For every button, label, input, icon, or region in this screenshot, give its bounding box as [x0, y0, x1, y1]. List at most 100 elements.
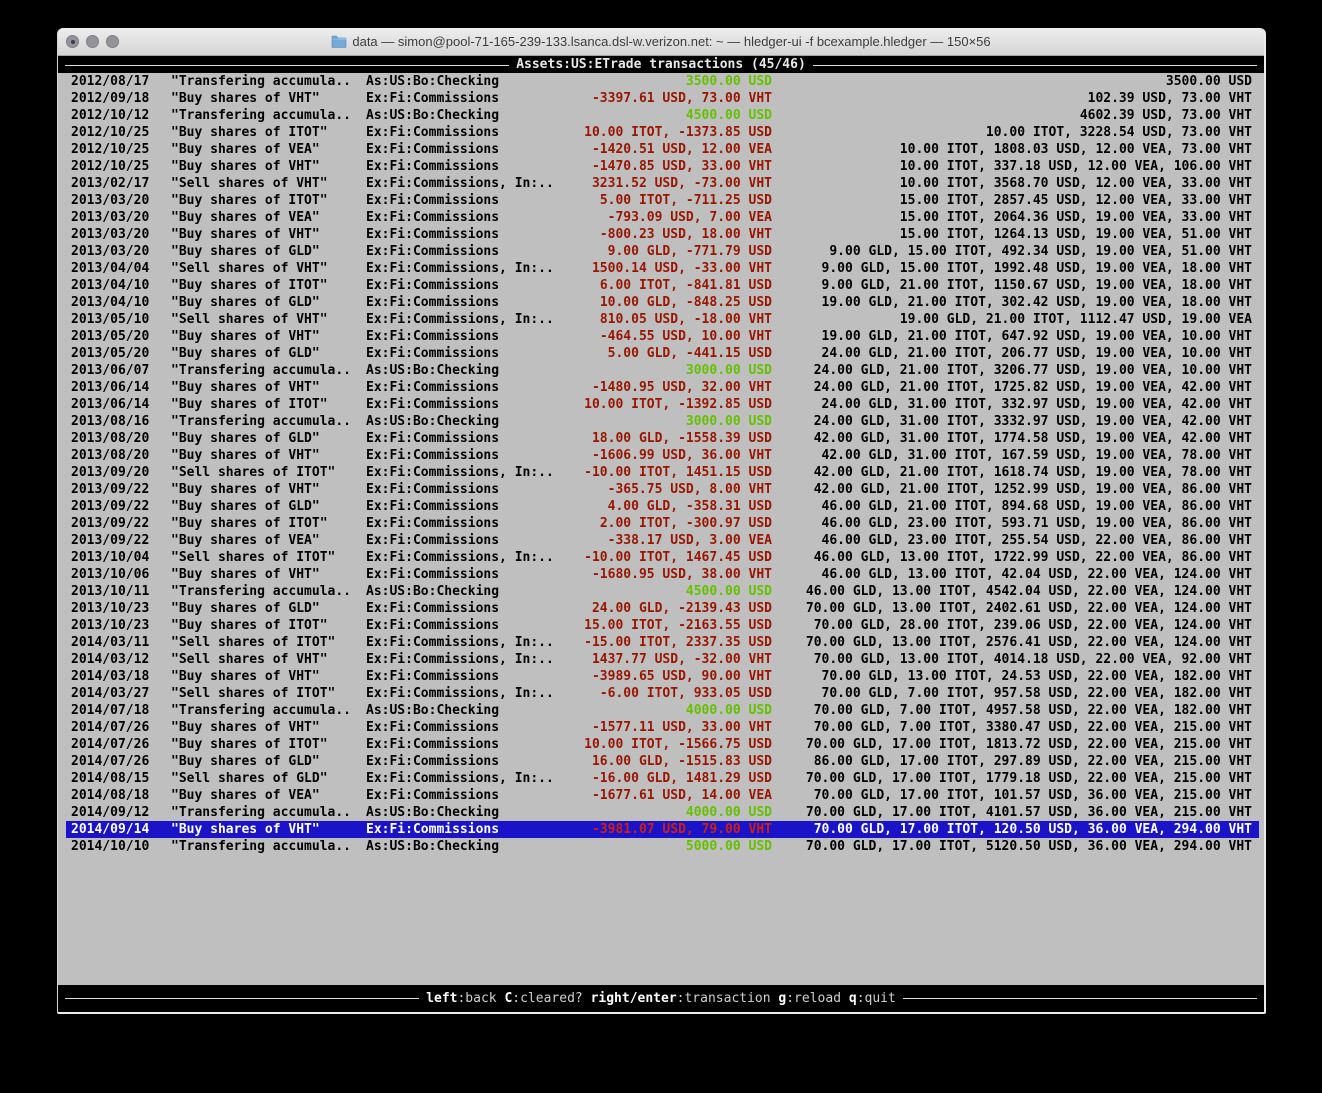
register-header-bar: Assets:US:ETrade transactions (45/46) [58, 56, 1264, 73]
txn-other-accounts: Ex:Fi:Commissions, In:.. [366, 771, 554, 786]
transaction-row[interactable]: 2013/08/20 "Buy shares of VHT" Ex:Fi:Com… [58, 447, 1264, 464]
txn-description: "Buy shares of ITOT" [171, 397, 328, 412]
transaction-row[interactable]: 2014/03/18 "Buy shares of VHT" Ex:Fi:Com… [58, 668, 1264, 685]
txn-other-accounts: Ex:Fi:Commissions [366, 720, 500, 735]
txn-description: "Buy shares of GLD" [171, 601, 320, 616]
transaction-row[interactable]: 2013/10/06 "Buy shares of VHT" Ex:Fi:Com… [58, 566, 1264, 583]
txn-balance: 15.00 ITOT, 2064.36 USD, 19.00 VEA, 33.0… [899, 210, 1252, 225]
txn-description: "Buy shares of ITOT" [171, 516, 328, 531]
transaction-row[interactable]: 2014/08/18 "Buy shares of VEA" Ex:Fi:Com… [58, 787, 1264, 804]
txn-change-amount: 4000.00 USD [685, 805, 772, 820]
transaction-row[interactable]: 2013/02/17 "Sell shares of VHT" Ex:Fi:Co… [58, 175, 1264, 192]
window-controls [66, 35, 119, 48]
txn-description: "Buy shares of VEA" [171, 788, 320, 803]
transaction-row[interactable]: 2014/03/11 "Sell shares of ITOT" Ex:Fi:C… [58, 634, 1264, 651]
transaction-row[interactable]: 2013/10/11 "Transfering accumula.. As:US… [58, 583, 1264, 600]
transaction-row[interactable]: 2013/08/20 "Buy shares of GLD" Ex:Fi:Com… [58, 430, 1264, 447]
txn-balance: 70.00 GLD, 13.00 ITOT, 24.53 USD, 22.00 … [821, 669, 1252, 684]
transaction-row[interactable]: 2012/10/25 "Buy shares of VHT" Ex:Fi:Com… [58, 158, 1264, 175]
transaction-row[interactable]: 2012/09/18 "Buy shares of VHT" Ex:Fi:Com… [58, 90, 1264, 107]
transaction-row[interactable]: 2013/09/22 "Buy shares of VHT" Ex:Fi:Com… [58, 481, 1264, 498]
transaction-row[interactable]: 2014/07/26 "Buy shares of GLD" Ex:Fi:Com… [58, 753, 1264, 770]
transaction-row[interactable]: 2013/08/16 "Transfering accumula.. As:US… [58, 413, 1264, 430]
txn-description: "Sell shares of VHT" [171, 652, 328, 667]
txn-date: 2013/08/20 [71, 431, 150, 446]
transaction-row[interactable]: 2013/06/14 "Buy shares of VHT" Ex:Fi:Com… [58, 379, 1264, 396]
transaction-row[interactable]: 2013/09/20 "Sell shares of ITOT" Ex:Fi:C… [58, 464, 1264, 481]
transaction-row[interactable]: 2014/07/26 "Buy shares of VHT" Ex:Fi:Com… [58, 719, 1264, 736]
txn-description: "Sell shares of ITOT" [171, 635, 336, 650]
txn-change-amount: 3231.52 USD, -73.00 VHT [591, 176, 772, 191]
folder-icon [332, 35, 347, 48]
txn-change-amount: -1470.85 USD, 33.00 VHT [591, 159, 772, 174]
register-title: Assets:US:ETrade transactions (45/46) [509, 56, 813, 73]
txn-date: 2013/08/20 [71, 448, 150, 463]
transaction-row[interactable]: 2013/03/20 "Buy shares of ITOT" Ex:Fi:Co… [58, 192, 1264, 209]
transaction-row[interactable]: 2013/06/14 "Buy shares of ITOT" Ex:Fi:Co… [58, 396, 1264, 413]
txn-balance: 70.00 GLD, 7.00 ITOT, 4957.58 USD, 22.00… [813, 703, 1252, 718]
transaction-row[interactable]: 2013/04/10 "Buy shares of ITOT" Ex:Fi:Co… [58, 277, 1264, 294]
txn-date: 2014/09/12 [71, 805, 150, 820]
transaction-row[interactable]: 2014/03/27 "Sell shares of ITOT" Ex:Fi:C… [58, 685, 1264, 702]
transaction-row[interactable]: 2013/09/22 "Buy shares of VEA" Ex:Fi:Com… [58, 532, 1264, 549]
transaction-row[interactable]: 2014/03/12 "Sell shares of VHT" Ex:Fi:Co… [58, 651, 1264, 668]
txn-description: "Buy shares of VHT" [171, 159, 320, 174]
transaction-row[interactable]: 2013/05/20 "Buy shares of VHT" Ex:Fi:Com… [58, 328, 1264, 345]
txn-change-amount: 4500.00 USD [685, 584, 772, 599]
txn-balance: 70.00 GLD, 17.00 ITOT, 5120.50 USD, 36.0… [805, 839, 1252, 854]
txn-description: "Buy shares of VEA" [171, 210, 320, 225]
transaction-row[interactable]: 2013/09/22 "Buy shares of ITOT" Ex:Fi:Co… [58, 515, 1264, 532]
transaction-row[interactable]: 2013/04/10 "Buy shares of GLD" Ex:Fi:Com… [58, 294, 1264, 311]
txn-other-accounts: Ex:Fi:Commissions [366, 295, 500, 310]
transaction-row[interactable]: 2013/03/20 "Buy shares of VEA" Ex:Fi:Com… [58, 209, 1264, 226]
transaction-row[interactable]: 2012/10/12 "Transfering accumula.. As:US… [58, 107, 1264, 124]
transaction-row[interactable]: 2014/09/14 "Buy shares of VHT" Ex:Fi:Com… [58, 821, 1264, 838]
txn-balance: 4602.39 USD, 73.00 VHT [1079, 108, 1252, 123]
transaction-row[interactable]: 2013/03/20 "Buy shares of VHT" Ex:Fi:Com… [58, 226, 1264, 243]
close-button[interactable] [66, 35, 79, 48]
transaction-row[interactable]: 2012/08/17 "Transfering accumula.. As:US… [58, 73, 1264, 90]
transaction-row[interactable]: 2013/09/22 "Buy shares of GLD" Ex:Fi:Com… [58, 498, 1264, 515]
txn-change-amount: 2.00 ITOT, -300.97 USD [599, 516, 772, 531]
transaction-list[interactable]: 2012/08/17 "Transfering accumula.. As:US… [58, 73, 1264, 855]
transaction-row[interactable]: 2014/08/15 "Sell shares of GLD" Ex:Fi:Co… [58, 770, 1264, 787]
txn-other-accounts: Ex:Fi:Commissions [366, 227, 500, 242]
txn-description: "Transfering accumula.. [171, 703, 352, 718]
account-name: Assets:US:ETrade [516, 57, 642, 72]
txn-date: 2012/10/25 [71, 142, 150, 157]
transaction-row[interactable]: 2013/03/20 "Buy shares of GLD" Ex:Fi:Com… [58, 243, 1264, 260]
txn-change-amount: 10.00 ITOT, -1566.75 USD [584, 737, 772, 752]
txn-other-accounts: Ex:Fi:Commissions, In:.. [366, 635, 554, 650]
transaction-row[interactable]: 2013/10/23 "Buy shares of ITOT" Ex:Fi:Co… [58, 617, 1264, 634]
window-titlebar[interactable]: data — simon@pool-71-165-239-133.lsanca.… [58, 28, 1264, 56]
txn-change-amount: -1480.95 USD, 32.00 VHT [591, 380, 772, 395]
txn-change-amount: -793.09 USD, 7.00 VEA [607, 210, 772, 225]
window-title: data — simon@pool-71-165-239-133.lsanca.… [331, 34, 991, 49]
txn-change-amount: 5.00 GLD, -441.15 USD [607, 346, 772, 361]
minimize-button[interactable] [86, 35, 99, 48]
transaction-row[interactable]: 2014/10/10 "Transfering accumula.. As:US… [58, 838, 1264, 855]
transaction-row[interactable]: 2013/06/07 "Transfering accumula.. As:US… [58, 362, 1264, 379]
txn-description: "Transfering accumula.. [171, 839, 352, 854]
transaction-row[interactable]: 2014/07/18 "Transfering accumula.. As:US… [58, 702, 1264, 719]
txn-balance: 46.00 GLD, 13.00 ITOT, 4542.04 USD, 22.0… [805, 584, 1252, 599]
txn-balance: 19.00 GLD, 21.00 ITOT, 647.92 USD, 19.00… [821, 329, 1252, 344]
transaction-row[interactable]: 2013/04/04 "Sell shares of VHT" Ex:Fi:Co… [58, 260, 1264, 277]
help-key-action: :back [457, 991, 497, 1006]
transaction-row[interactable]: 2014/09/12 "Transfering accumula.. As:US… [58, 804, 1264, 821]
transaction-row[interactable]: 2013/05/10 "Sell shares of VHT" Ex:Fi:Co… [58, 311, 1264, 328]
transaction-row[interactable]: 2012/10/25 "Buy shares of VEA" Ex:Fi:Com… [58, 141, 1264, 158]
txn-other-accounts: Ex:Fi:Commissions [366, 669, 500, 684]
txn-change-amount: -16.00 GLD, 1481.29 USD [591, 771, 772, 786]
txn-change-amount: 1437.77 USD, -32.00 VHT [591, 652, 772, 667]
terminal-window: data — simon@pool-71-165-239-133.lsanca.… [57, 28, 1266, 1014]
transaction-row[interactable]: 2013/10/23 "Buy shares of GLD" Ex:Fi:Com… [58, 600, 1264, 617]
transaction-row[interactable]: 2012/10/25 "Buy shares of ITOT" Ex:Fi:Co… [58, 124, 1264, 141]
txn-change-amount: 16.00 GLD, -1515.83 USD [591, 754, 772, 769]
txn-other-accounts: Ex:Fi:Commissions, In:.. [366, 176, 554, 191]
transaction-row[interactable]: 2013/10/04 "Sell shares of ITOT" Ex:Fi:C… [58, 549, 1264, 566]
zoom-button[interactable] [106, 35, 119, 48]
txn-description: "Buy shares of GLD" [171, 499, 320, 514]
transaction-row[interactable]: 2013/05/20 "Buy shares of GLD" Ex:Fi:Com… [58, 345, 1264, 362]
transaction-row[interactable]: 2014/07/26 "Buy shares of ITOT" Ex:Fi:Co… [58, 736, 1264, 753]
